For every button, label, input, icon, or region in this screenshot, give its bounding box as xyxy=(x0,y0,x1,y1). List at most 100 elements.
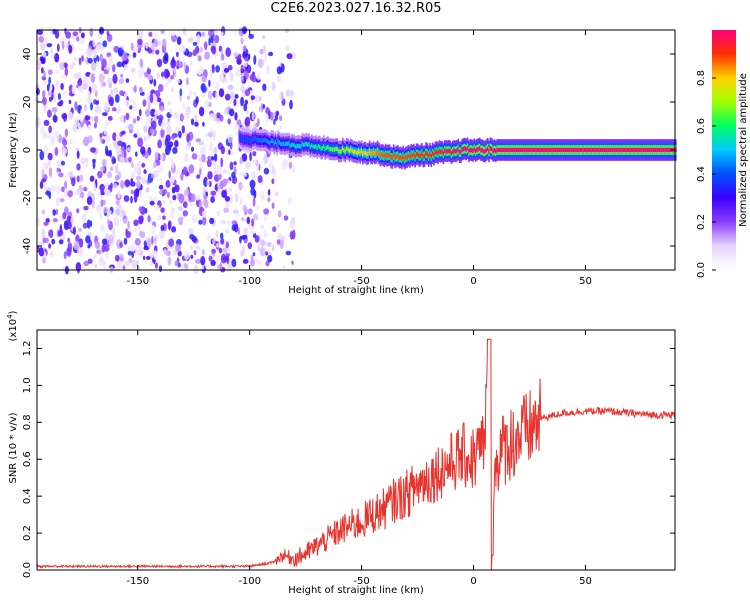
signal-cell xyxy=(563,147,566,153)
signal-cell xyxy=(297,143,300,148)
noise-speckle xyxy=(41,168,45,178)
signal-cell xyxy=(366,152,368,157)
signal-cell xyxy=(602,147,605,153)
snr-y-label: SNR (10 * v/v) xyxy=(8,412,19,483)
signal-cell xyxy=(398,155,400,160)
noise-speckle xyxy=(83,57,89,65)
noise-speckle xyxy=(83,260,89,267)
signal-cell xyxy=(474,148,477,154)
y-tick-label: 0.2 xyxy=(22,525,33,541)
noise-speckle xyxy=(261,58,265,67)
signal-cell xyxy=(571,147,574,153)
signal-cell xyxy=(276,142,278,147)
noise-speckle xyxy=(264,216,267,222)
noise-speckle xyxy=(174,184,180,193)
noise-speckle xyxy=(190,118,195,126)
noise-speckle xyxy=(141,162,146,168)
noise-speckle xyxy=(188,37,194,43)
noise-speckle xyxy=(255,123,259,127)
signal-cell xyxy=(626,147,629,153)
signal-cell xyxy=(255,137,258,142)
signal-cell xyxy=(613,147,615,153)
signal-cell xyxy=(379,153,382,158)
noise-speckle xyxy=(279,125,283,131)
signal-cell xyxy=(666,147,669,153)
noise-speckle xyxy=(90,73,96,84)
noise-speckle xyxy=(63,220,69,231)
noise-speckle xyxy=(221,189,227,198)
noise-speckle xyxy=(43,221,49,226)
signal-cell xyxy=(503,147,505,153)
noise-speckle xyxy=(123,237,128,245)
noise-speckle xyxy=(182,166,188,175)
signal-cell xyxy=(309,144,312,149)
signal-cell xyxy=(582,147,584,153)
noise-speckle xyxy=(117,47,124,57)
signal-cell xyxy=(317,144,320,149)
signal-cell xyxy=(375,150,378,156)
noise-speckle xyxy=(63,251,67,260)
signal-cell xyxy=(525,147,528,153)
noise-speckle xyxy=(183,61,186,72)
noise-speckle xyxy=(215,229,219,238)
noise-speckle xyxy=(167,100,171,106)
noise-speckle xyxy=(87,258,93,264)
noise-speckle xyxy=(60,145,66,155)
signal-cell xyxy=(387,153,390,158)
noise-speckle xyxy=(115,208,121,216)
signal-cell xyxy=(422,154,425,159)
noise-speckle xyxy=(99,28,103,33)
noise-speckle xyxy=(220,157,223,168)
noise-speckle xyxy=(131,161,134,169)
noise-speckle xyxy=(247,223,251,228)
noise-speckle xyxy=(267,241,272,248)
signal-cell xyxy=(453,148,455,153)
noise-speckle xyxy=(77,247,84,256)
noise-speckle xyxy=(163,68,170,79)
signal-cell xyxy=(439,149,442,154)
signal-cell xyxy=(554,147,556,153)
noise-speckle xyxy=(248,33,255,40)
noise-speckle xyxy=(114,217,120,227)
signal-cell xyxy=(325,145,328,150)
noise-speckle xyxy=(112,132,117,142)
snr-frame xyxy=(36,329,676,571)
signal-cell xyxy=(433,152,435,157)
noise-speckle xyxy=(48,243,51,249)
noise-speckle xyxy=(80,108,84,118)
noise-speckle xyxy=(270,111,274,121)
noise-speckle xyxy=(168,238,175,247)
noise-speckle xyxy=(227,84,234,91)
noise-speckle xyxy=(134,238,141,246)
noise-speckle xyxy=(259,246,266,257)
noise-speckle xyxy=(279,115,283,122)
noise-speckle xyxy=(183,201,188,209)
noise-speckle xyxy=(64,180,68,189)
signal-cell xyxy=(508,147,510,153)
noise-speckle xyxy=(184,152,189,163)
noise-speckle xyxy=(263,208,270,215)
signal-cell xyxy=(266,139,269,144)
signal-cell xyxy=(665,147,668,153)
noise-speckle xyxy=(76,36,80,42)
signal-cell xyxy=(512,147,515,153)
noise-speckle xyxy=(182,210,188,217)
signal-cell xyxy=(595,147,598,153)
noise-speckle xyxy=(66,247,72,257)
x-tick-label: -150 xyxy=(126,576,149,587)
noise-speckle xyxy=(213,113,217,122)
noise-speckle xyxy=(212,147,218,154)
noise-speckle xyxy=(192,41,198,46)
noise-speckle xyxy=(130,181,136,187)
noise-speckle xyxy=(139,86,143,93)
signal-cell xyxy=(472,148,474,153)
noise-speckle xyxy=(43,182,48,192)
noise-speckle xyxy=(160,224,164,232)
noise-speckle xyxy=(184,188,190,198)
noise-speckle xyxy=(225,241,229,249)
signal-cell xyxy=(532,147,535,153)
noise-speckle xyxy=(130,243,136,252)
noise-speckle xyxy=(141,177,147,184)
noise-speckle xyxy=(197,69,202,76)
signal-cell xyxy=(668,147,670,153)
